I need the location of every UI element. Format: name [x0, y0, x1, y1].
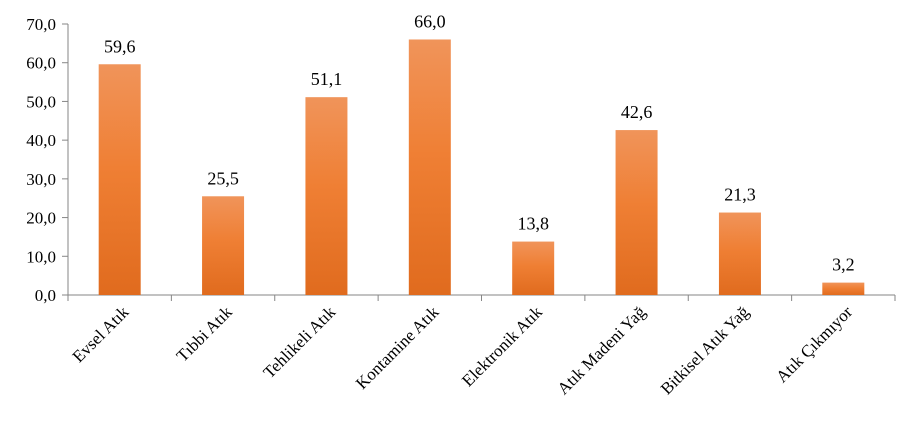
- x-axis: [67, 294, 896, 301]
- data-label: 13,8: [517, 214, 549, 234]
- category-label: Tıbbi Atık: [173, 302, 237, 366]
- y-tick-label: 20,0: [26, 209, 56, 228]
- bar: [615, 130, 658, 295]
- category-label: Atık Madeni Yağ: [553, 302, 649, 398]
- data-label: 25,5: [207, 168, 239, 188]
- y-tick-label: 50,0: [26, 92, 56, 111]
- bar: [512, 241, 555, 295]
- y-axis: 0,0 10,0 20,0 30,0 40,0 50,0 60,0 70,0: [26, 15, 69, 305]
- bar: [718, 212, 761, 295]
- data-label: 21,3: [724, 185, 756, 205]
- data-labels: 59,6 25,5 51,1 66,0 13,8 42,6 21,3 3,2: [104, 11, 855, 274]
- bar: [202, 196, 245, 295]
- y-tick-label: 70,0: [26, 15, 56, 34]
- category-label: Tehlikeli Atık: [260, 302, 340, 382]
- data-label: 3,2: [832, 255, 855, 275]
- category-label: Atık Çıkmıyor: [772, 302, 856, 386]
- bar-series: [98, 39, 865, 296]
- category-label: Bitkisel Atık Yağ: [657, 302, 753, 398]
- data-label: 51,1: [311, 69, 343, 89]
- data-label: 66,0: [414, 11, 446, 31]
- bar: [305, 97, 348, 295]
- y-tick-label: 0,0: [35, 286, 56, 305]
- y-tick-label: 60,0: [26, 54, 56, 73]
- category-labels: Evsel Atık Tıbbi Atık Tehlikeli Atık Kontam…: [69, 302, 857, 398]
- bar: [408, 39, 451, 295]
- bar: [98, 64, 141, 296]
- category-label: Kontamine Atık: [352, 302, 443, 393]
- y-tick-label: 40,0: [26, 131, 56, 150]
- category-label: Evsel Atık: [69, 302, 133, 366]
- data-label: 42,6: [621, 102, 653, 122]
- y-tick-label: 10,0: [26, 247, 56, 266]
- bar: [822, 282, 865, 295]
- data-label: 59,6: [104, 36, 136, 56]
- category-label: Elektronik Atık: [458, 302, 546, 390]
- y-tick-label: 30,0: [26, 170, 56, 189]
